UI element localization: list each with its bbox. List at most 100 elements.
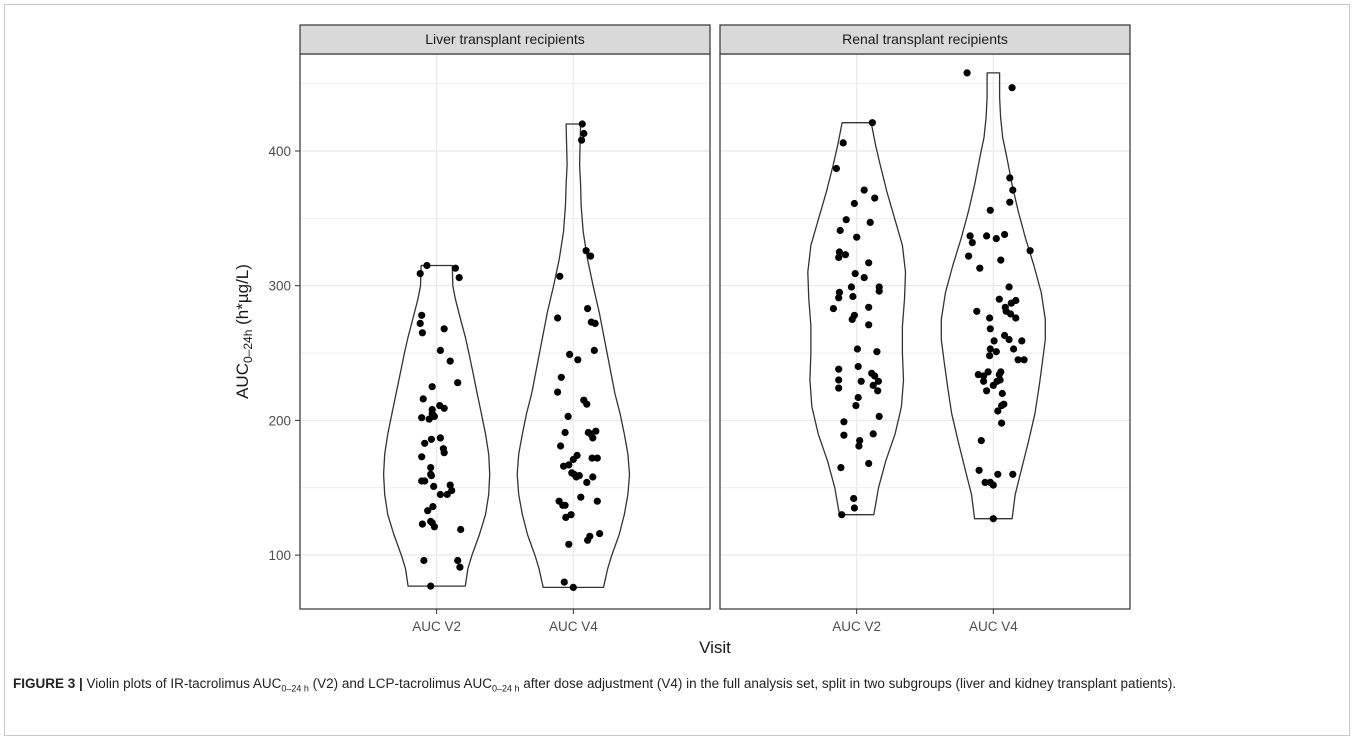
y-axis-title-subscript: 0–24h xyxy=(241,330,255,363)
data-point xyxy=(873,348,881,356)
data-point xyxy=(590,346,598,354)
data-point xyxy=(1001,230,1009,239)
data-point xyxy=(841,251,850,259)
data-point xyxy=(556,272,564,280)
y-tick-label: 200 xyxy=(268,413,291,428)
data-point xyxy=(583,478,591,486)
data-point xyxy=(840,418,848,426)
data-point xyxy=(578,136,586,144)
data-point xyxy=(998,389,1006,398)
data-point xyxy=(440,449,448,457)
data-point xyxy=(835,384,843,392)
data-point xyxy=(427,435,435,443)
panel-background xyxy=(720,54,1130,609)
data-point xyxy=(565,461,573,469)
facet-panel: Renal transplant recipients AUC V2 AUC V4 xyxy=(719,24,1131,634)
data-point xyxy=(966,232,974,240)
data-point xyxy=(848,315,856,323)
data-point xyxy=(456,563,464,571)
data-point xyxy=(994,470,1002,478)
data-point xyxy=(416,319,424,327)
data-point xyxy=(860,186,868,194)
data-point xyxy=(994,407,1002,415)
data-point xyxy=(986,352,994,360)
data-point xyxy=(866,218,874,226)
data-point xyxy=(580,129,588,138)
data-point xyxy=(420,556,428,565)
data-point xyxy=(451,264,459,272)
y-axis-title: AUC0–24h (h*µg/L) xyxy=(233,264,255,399)
data-point xyxy=(986,345,994,353)
data-point xyxy=(428,406,436,414)
data-point xyxy=(427,464,435,472)
data-point xyxy=(835,288,844,296)
data-point xyxy=(869,381,877,389)
data-point xyxy=(419,395,427,403)
data-point xyxy=(839,139,847,147)
data-point xyxy=(1000,400,1008,408)
data-point xyxy=(418,311,426,319)
data-point xyxy=(871,372,879,380)
data-point xyxy=(443,490,451,499)
data-point xyxy=(587,252,595,260)
x-tick-label: AUC V4 xyxy=(549,619,598,634)
caption-text-1: Violin plots of IR-tacrolimus AUC xyxy=(82,676,282,691)
data-point xyxy=(1008,84,1016,92)
violin-shape xyxy=(940,72,1046,520)
data-point xyxy=(573,451,581,459)
data-point xyxy=(446,357,454,365)
data-point xyxy=(436,490,444,499)
data-point xyxy=(561,428,569,437)
data-point xyxy=(980,377,988,385)
data-point xyxy=(986,206,994,214)
data-point xyxy=(855,442,863,450)
data-point xyxy=(1006,198,1014,206)
data-point xyxy=(561,501,569,509)
data-point xyxy=(455,274,463,282)
data-point xyxy=(840,431,848,439)
data-point xyxy=(1009,186,1017,194)
data-point xyxy=(421,477,429,485)
data-point xyxy=(837,464,845,472)
data-point xyxy=(853,345,862,353)
data-point xyxy=(575,472,583,480)
data-point xyxy=(586,532,594,540)
data-point xyxy=(418,453,426,461)
figure-frame xyxy=(4,4,1350,736)
data-point xyxy=(989,515,997,523)
data-point xyxy=(995,295,1003,303)
data-point xyxy=(566,350,574,358)
data-point xyxy=(1005,283,1013,291)
data-point xyxy=(557,442,565,450)
data-point xyxy=(835,365,843,373)
data-point xyxy=(973,307,981,315)
data-point xyxy=(965,252,973,260)
data-point xyxy=(865,259,873,267)
data-point xyxy=(567,511,575,519)
caption-sub-1: 0–24 h xyxy=(281,683,309,694)
data-point xyxy=(569,583,577,592)
data-point xyxy=(835,294,843,302)
data-point xyxy=(577,493,585,501)
data-point xyxy=(854,393,862,402)
y-axis-title-unit: (h*µg/L) xyxy=(233,264,252,330)
y-axis-title-main: AUC xyxy=(233,363,252,399)
data-point xyxy=(986,325,994,333)
data-point xyxy=(835,253,843,261)
data-point xyxy=(446,481,454,489)
data-point xyxy=(1001,303,1009,311)
data-point xyxy=(868,119,877,127)
data-point xyxy=(993,377,1001,385)
violin-shape xyxy=(382,264,491,587)
data-point xyxy=(990,337,998,345)
data-point xyxy=(418,520,426,528)
data-point xyxy=(557,373,565,381)
x-axis-title: Visit xyxy=(699,638,731,657)
data-point xyxy=(574,356,582,364)
violin-shape xyxy=(807,122,907,516)
data-point xyxy=(871,194,879,202)
data-point xyxy=(832,164,841,173)
data-point xyxy=(427,582,435,590)
strip-background xyxy=(719,24,1131,55)
data-point xyxy=(560,578,568,586)
